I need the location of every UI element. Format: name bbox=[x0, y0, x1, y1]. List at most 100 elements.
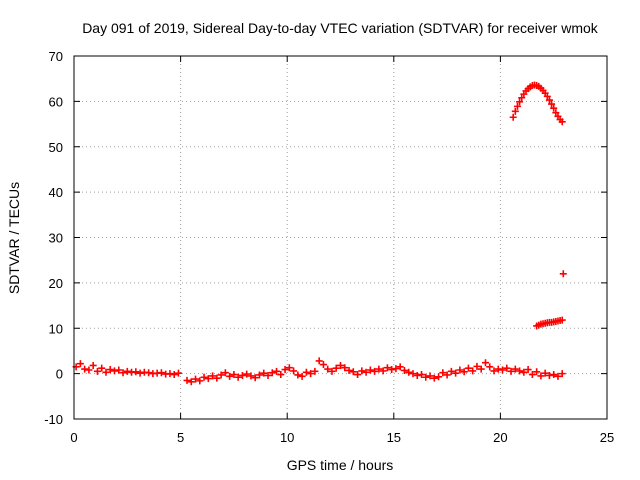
data-point bbox=[503, 364, 511, 372]
data-point bbox=[559, 270, 567, 278]
data-point bbox=[456, 366, 464, 374]
data-point bbox=[543, 92, 551, 100]
data-point bbox=[328, 367, 336, 375]
x-tick-label: 0 bbox=[70, 430, 77, 445]
y-tick-label: 0 bbox=[56, 367, 63, 382]
data-point bbox=[251, 374, 259, 382]
data-point bbox=[550, 104, 558, 112]
data-point bbox=[85, 366, 93, 374]
data-point bbox=[200, 373, 208, 381]
data-point bbox=[388, 366, 396, 374]
data-point bbox=[170, 371, 178, 379]
data-point bbox=[430, 374, 438, 382]
data-point bbox=[494, 365, 502, 373]
data-point bbox=[469, 367, 477, 375]
x-tick-label: 15 bbox=[387, 430, 401, 445]
data-point bbox=[516, 367, 524, 375]
data-point bbox=[422, 373, 430, 381]
data-point bbox=[204, 375, 212, 383]
data-point bbox=[311, 367, 319, 375]
data-point bbox=[558, 370, 566, 378]
data-point bbox=[166, 370, 174, 378]
data-point bbox=[524, 366, 532, 374]
data-point bbox=[136, 369, 144, 377]
data-point bbox=[234, 373, 242, 381]
data-point bbox=[157, 369, 165, 377]
data-point bbox=[281, 366, 289, 374]
data-point bbox=[238, 371, 246, 379]
data-point bbox=[528, 371, 536, 379]
data-point bbox=[102, 368, 110, 376]
data-point bbox=[545, 96, 553, 104]
data-point bbox=[354, 371, 362, 379]
data-point bbox=[302, 368, 310, 376]
series-outlier bbox=[559, 270, 567, 278]
data-point bbox=[324, 365, 332, 373]
x-tick-label: 20 bbox=[493, 430, 507, 445]
data-point bbox=[375, 365, 383, 373]
data-point bbox=[554, 372, 562, 380]
data-point bbox=[413, 371, 421, 379]
data-point bbox=[533, 368, 541, 376]
x-tick-label: 10 bbox=[280, 430, 294, 445]
data-point bbox=[558, 316, 566, 324]
data-point bbox=[315, 357, 323, 365]
data-point bbox=[81, 365, 89, 373]
data-point bbox=[513, 102, 521, 110]
data-point bbox=[217, 371, 225, 379]
data-point bbox=[285, 364, 293, 372]
data-point bbox=[464, 364, 472, 372]
x-tick-label: 25 bbox=[600, 430, 614, 445]
data-point bbox=[332, 364, 340, 372]
data-point bbox=[145, 369, 153, 377]
data-point bbox=[392, 365, 400, 373]
data-point bbox=[98, 364, 106, 372]
data-point bbox=[473, 362, 481, 370]
data-point bbox=[341, 364, 349, 372]
y-tick-label: 50 bbox=[49, 140, 63, 155]
data-point bbox=[371, 367, 379, 375]
data-point bbox=[187, 378, 195, 386]
data-point bbox=[507, 367, 515, 375]
y-tick-label: 20 bbox=[49, 276, 63, 291]
data-point bbox=[345, 366, 353, 374]
data-point bbox=[76, 360, 84, 368]
data-point bbox=[277, 371, 285, 379]
data-point bbox=[174, 369, 182, 377]
data-point bbox=[264, 371, 272, 379]
data-point bbox=[290, 367, 298, 375]
data-point bbox=[93, 367, 101, 375]
data-point bbox=[319, 361, 327, 369]
data-point bbox=[298, 372, 306, 380]
y-tick-label: 60 bbox=[49, 94, 63, 109]
data-point bbox=[552, 109, 560, 117]
data-point bbox=[509, 113, 517, 121]
y-axis-label: SDTVAR / TECUs bbox=[6, 182, 22, 294]
x-axis-label: GPS time / hours bbox=[287, 457, 394, 473]
data-point bbox=[520, 368, 528, 376]
data-point bbox=[481, 359, 489, 367]
data-point bbox=[226, 372, 234, 380]
data-point bbox=[443, 371, 451, 379]
data-point bbox=[558, 118, 566, 126]
data-point bbox=[209, 372, 217, 380]
data-point bbox=[400, 366, 408, 374]
data-point bbox=[418, 371, 426, 379]
data-point bbox=[541, 369, 549, 377]
data-point bbox=[383, 364, 391, 372]
y-tick-label: 40 bbox=[49, 185, 63, 200]
data-point bbox=[307, 370, 315, 378]
data-point bbox=[255, 371, 263, 379]
data-point bbox=[230, 371, 238, 379]
data-point bbox=[452, 369, 460, 377]
data-point bbox=[518, 94, 526, 102]
y-tick-label: 30 bbox=[49, 231, 63, 246]
plot-frame bbox=[73, 55, 608, 420]
data-point bbox=[183, 376, 191, 384]
y-tick-label: 70 bbox=[49, 49, 63, 64]
x-tick-label: 5 bbox=[177, 430, 184, 445]
data-point bbox=[409, 370, 417, 378]
data-point bbox=[379, 367, 387, 375]
data-point bbox=[358, 367, 366, 375]
